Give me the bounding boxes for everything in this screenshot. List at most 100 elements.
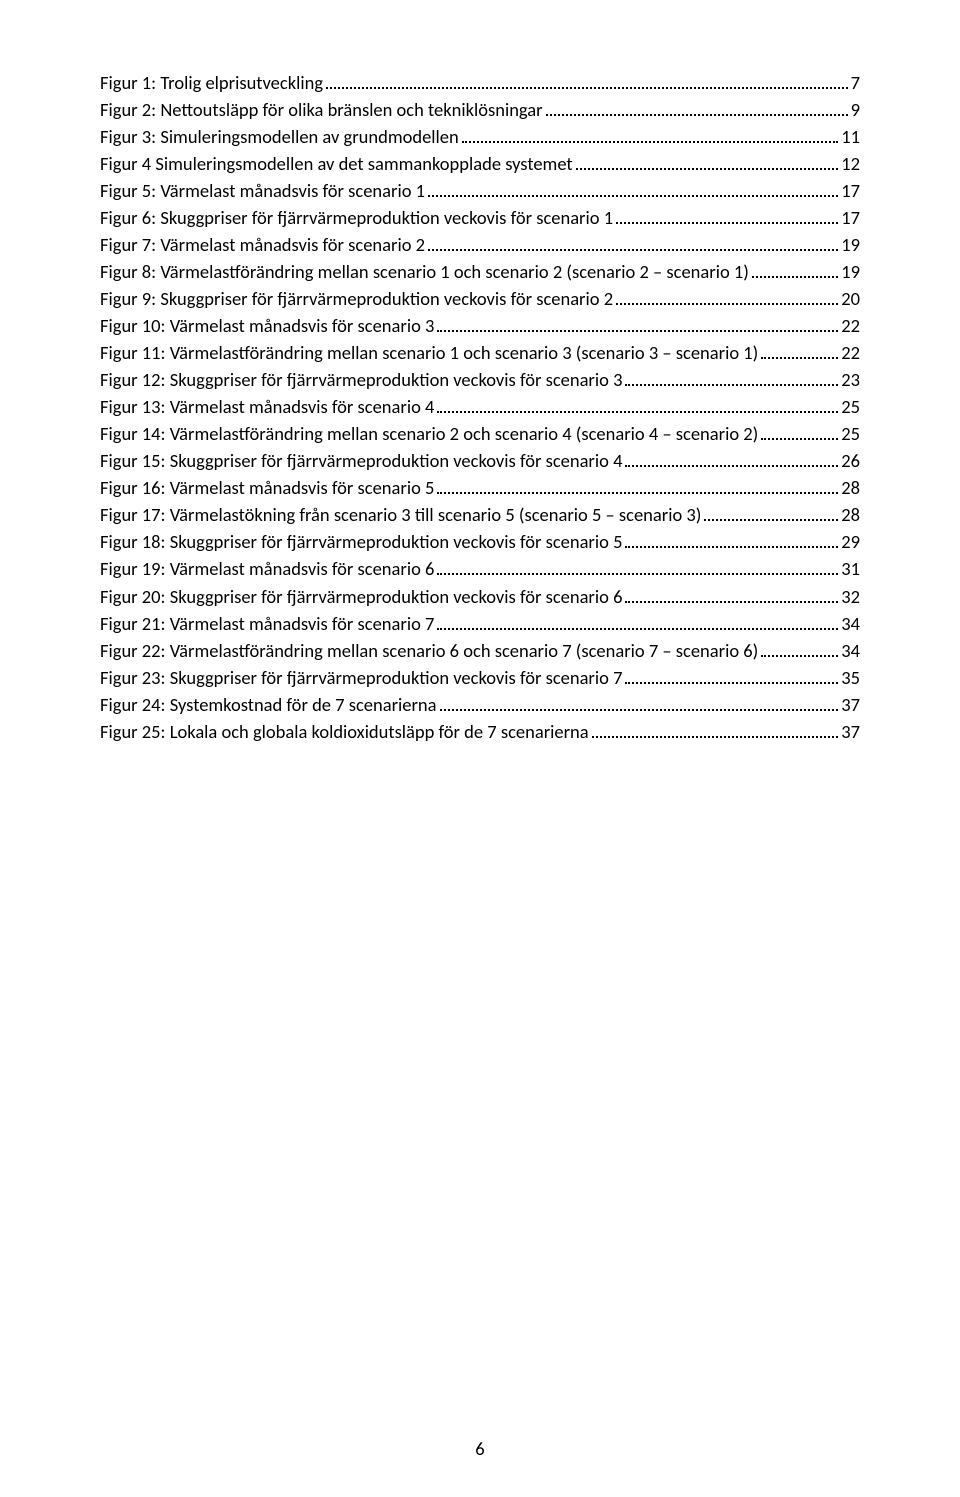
lof-entry-page: 34 [841, 639, 860, 663]
lof-entry-label: Figur 9: Skuggpriser för fjärrvärmeprodu… [100, 287, 613, 311]
lof-entry-label: Figur 7: Värmelast månadsvis för scenari… [100, 233, 425, 257]
lof-entry-label: Figur 10: Värmelast månadsvis för scenar… [100, 314, 434, 338]
lof-entry: Figur 20: Skuggpriser för fjärrvärmeprod… [100, 584, 860, 609]
lof-entry-label: Figur 3: Simuleringsmodellen av grundmod… [100, 125, 459, 149]
lof-entry-page: 26 [841, 449, 860, 473]
lof-entry: Figur 16: Värmelast månadsvis för scenar… [100, 476, 860, 501]
lof-entry-page: 37 [841, 720, 860, 744]
lof-entry-label: Figur 21: Värmelast månadsvis för scenar… [100, 612, 434, 636]
lof-entry: Figur 17: Värmelastökning från scenario … [100, 503, 860, 528]
lof-entry: Figur 6: Skuggpriser för fjärrvärmeprodu… [100, 205, 860, 230]
lof-entry-label: Figur 12: Skuggpriser för fjärrvärmeprod… [100, 368, 622, 392]
lof-entry-label: Figur 20: Skuggpriser för fjärrvärmeprod… [100, 585, 622, 609]
lof-leader-dots [625, 665, 838, 684]
lof-entry-label: Figur 13: Värmelast månadsvis för scenar… [100, 395, 434, 419]
lof-leader-dots [437, 611, 838, 630]
lof-entry-page: 34 [841, 612, 860, 636]
lof-entry: Figur 10: Värmelast månadsvis för scenar… [100, 313, 860, 338]
lof-entry: Figur 2: Nettoutsläpp för olika bränslen… [100, 97, 860, 122]
lof-leader-dots [576, 151, 839, 170]
lof-leader-dots [625, 584, 838, 603]
lof-entry-page: 37 [841, 693, 860, 717]
lof-entry-page: 22 [841, 314, 860, 338]
lof-entry-label: Figur 16: Värmelast månadsvis för scenar… [100, 476, 434, 500]
lof-entry-label: Figur 19: Värmelast månadsvis för scenar… [100, 557, 434, 581]
lof-entry-label: Figur 5: Värmelast månadsvis för scenari… [100, 179, 425, 203]
lof-leader-dots [761, 340, 838, 359]
lof-leader-dots [428, 232, 838, 251]
lof-entry-label: Figur 24: Systemkostnad för de 7 scenari… [100, 693, 437, 717]
lof-entry: Figur 4 Simuleringsmodellen av det samma… [100, 151, 860, 176]
lof-leader-dots [462, 124, 839, 143]
page-container: Figur 1: Trolig elprisutveckling 7Figur … [0, 0, 960, 1497]
lof-leader-dots [437, 395, 838, 414]
lof-entry-page: 25 [841, 422, 860, 446]
lof-entry-page: 17 [841, 206, 860, 230]
lof-entry-page: 7 [851, 71, 860, 95]
lof-entry: Figur 5: Värmelast månadsvis för scenari… [100, 178, 860, 203]
lof-entry-page: 17 [841, 179, 860, 203]
lof-entry-label: Figur 6: Skuggpriser för fjärrvärmeprodu… [100, 206, 613, 230]
lof-leader-dots [625, 368, 838, 387]
lof-entry-page: 12 [841, 152, 860, 176]
lof-leader-dots [326, 70, 848, 89]
lof-entry: Figur 1: Trolig elprisutveckling 7 [100, 70, 860, 95]
lof-leader-dots [616, 205, 838, 224]
lof-entry-label: Figur 14: Värmelastförändring mellan sce… [100, 422, 758, 446]
lof-leader-dots [592, 719, 839, 738]
lof-entry: Figur 11: Värmelastförändring mellan sce… [100, 340, 860, 365]
lof-entry-page: 35 [841, 666, 860, 690]
lof-entry: Figur 22: Värmelastförändring mellan sce… [100, 638, 860, 663]
list-of-figures: Figur 1: Trolig elprisutveckling 7Figur … [100, 70, 860, 744]
lof-entry: Figur 12: Skuggpriser för fjärrvärmeprod… [100, 368, 860, 393]
lof-leader-dots [761, 422, 838, 441]
lof-leader-dots [437, 557, 838, 576]
lof-leader-dots [752, 259, 838, 278]
lof-entry-label: Figur 2: Nettoutsläpp för olika bränslen… [100, 98, 543, 122]
lof-entry-label: Figur 8: Värmelastförändring mellan scen… [100, 260, 749, 284]
lof-entry-page: 31 [841, 557, 860, 581]
lof-leader-dots [546, 97, 848, 116]
lof-entry: Figur 14: Värmelastförändring mellan sce… [100, 422, 860, 447]
lof-entry-page: 9 [851, 98, 860, 122]
lof-entry: Figur 18: Skuggpriser för fjärrvärmeprod… [100, 530, 860, 555]
lof-entry-label: Figur 1: Trolig elprisutveckling [100, 71, 323, 95]
lof-entry: Figur 21: Värmelast månadsvis för scenar… [100, 611, 860, 636]
lof-entry: Figur 23: Skuggpriser för fjärrvärmeprod… [100, 665, 860, 690]
lof-entry: Figur 7: Värmelast månadsvis för scenari… [100, 232, 860, 257]
lof-entry-page: 32 [841, 585, 860, 609]
lof-leader-dots [437, 476, 838, 495]
lof-leader-dots [704, 503, 838, 522]
lof-entry: Figur 19: Värmelast månadsvis för scenar… [100, 557, 860, 582]
lof-entry-page: 11 [841, 125, 860, 149]
lof-entry-label: Figur 22: Värmelastförändring mellan sce… [100, 639, 758, 663]
lof-entry-page: 23 [841, 368, 860, 392]
lof-entry: Figur 25: Lokala och globala koldioxidut… [100, 719, 860, 744]
lof-entry: Figur 8: Värmelastförändring mellan scen… [100, 259, 860, 284]
lof-leader-dots [625, 449, 838, 468]
lof-entry: Figur 24: Systemkostnad för de 7 scenari… [100, 692, 860, 717]
lof-entry: Figur 13: Värmelast månadsvis för scenar… [100, 395, 860, 420]
lof-entry: Figur 15: Skuggpriser för fjärrvärmeprod… [100, 449, 860, 474]
lof-entry-page: 22 [841, 341, 860, 365]
lof-entry-page: 25 [841, 395, 860, 419]
lof-entry-page: 19 [841, 233, 860, 257]
lof-entry-label: Figur 18: Skuggpriser för fjärrvärmeprod… [100, 530, 622, 554]
lof-entry-page: 28 [841, 476, 860, 500]
lof-entry-page: 29 [841, 530, 860, 554]
page-number: 6 [0, 1437, 960, 1461]
lof-leader-dots [761, 638, 838, 657]
lof-leader-dots [440, 692, 839, 711]
lof-entry-label: Figur 11: Värmelastförändring mellan sce… [100, 341, 758, 365]
lof-leader-dots [625, 530, 838, 549]
lof-entry-label: Figur 4 Simuleringsmodellen av det samma… [100, 152, 573, 176]
lof-entry-page: 20 [841, 287, 860, 311]
lof-leader-dots [437, 313, 838, 332]
lof-leader-dots [616, 286, 838, 305]
lof-entry-label: Figur 17: Värmelastökning från scenario … [100, 503, 701, 527]
lof-entry: Figur 9: Skuggpriser för fjärrvärmeprodu… [100, 286, 860, 311]
lof-entry-label: Figur 15: Skuggpriser för fjärrvärmeprod… [100, 449, 622, 473]
lof-entry: Figur 3: Simuleringsmodellen av grundmod… [100, 124, 860, 149]
lof-entry-page: 28 [841, 503, 860, 527]
lof-entry-page: 19 [841, 260, 860, 284]
